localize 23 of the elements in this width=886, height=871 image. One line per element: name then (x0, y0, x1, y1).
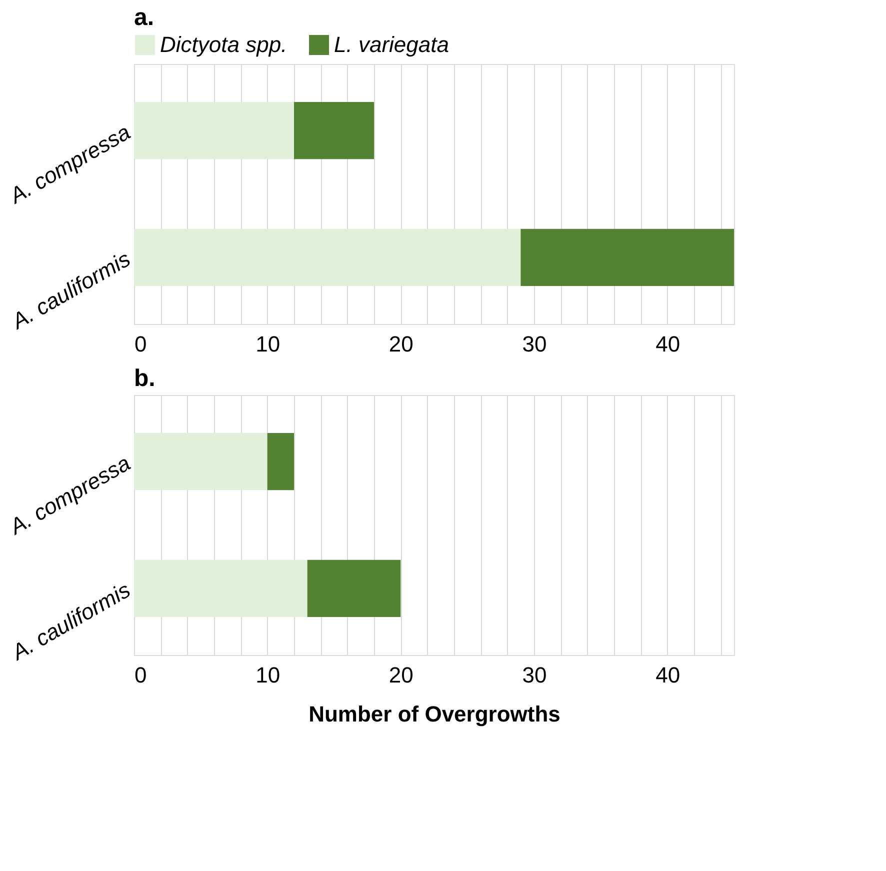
bar (134, 102, 294, 160)
bar (267, 433, 294, 490)
x-tick-label: 20 (388, 332, 414, 356)
x-tick-label: 0 (134, 332, 147, 356)
legend-label: Dictyota spp. (160, 32, 288, 57)
bar (134, 228, 521, 286)
chart-title: b. (134, 365, 156, 392)
x-tick-label: 20 (388, 662, 414, 688)
x-tick-label: 30 (522, 332, 547, 356)
x-tick-label: 30 (522, 662, 547, 688)
bar (307, 560, 401, 617)
legend-label: L. variegata (334, 32, 449, 57)
x-tick-label: 10 (256, 662, 280, 688)
x-tick-label: 0 (134, 662, 147, 688)
x-tick-label: 10 (256, 332, 280, 356)
bar (294, 102, 374, 160)
bar (520, 228, 734, 286)
chart-title: a. (134, 4, 154, 31)
bar (134, 433, 268, 490)
x-tick-label: 40 (656, 662, 680, 688)
x-axis-title: Number of Overgrowths (308, 702, 560, 726)
x-tick-label: 40 (656, 332, 680, 356)
bar (134, 560, 308, 617)
